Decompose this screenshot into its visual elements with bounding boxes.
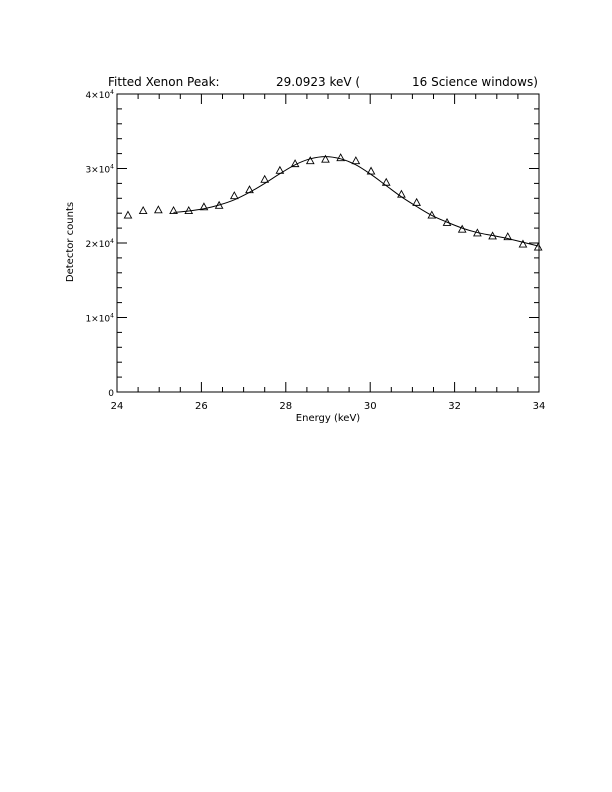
data-point	[305, 156, 315, 165]
axis-ticks	[116, 93, 540, 393]
data-points	[123, 153, 543, 251]
x-tick-labels: 24 26 28 30 32 34	[111, 401, 546, 412]
x-tick-label: 24	[111, 401, 124, 412]
data-point	[351, 156, 361, 165]
data-point	[260, 174, 270, 183]
x-tick-label: 26	[195, 401, 208, 412]
fit-line	[173, 156, 539, 247]
fit-curve	[173, 156, 539, 247]
data-point	[412, 197, 421, 206]
data-point	[442, 217, 452, 226]
data-point	[503, 232, 513, 241]
data-point	[153, 205, 163, 214]
chart-title: Fitted Xenon Peak: 29.0923 keV ( 16 Scie…	[108, 75, 538, 89]
data-point	[397, 189, 406, 198]
data-point	[123, 210, 133, 219]
x-tick-label: 30	[364, 401, 377, 412]
data-point	[336, 153, 346, 162]
y-tick-label: 0	[108, 389, 114, 399]
data-point	[290, 159, 300, 168]
chart-title-label: Fitted Xenon Peak:	[108, 75, 220, 89]
data-point	[533, 242, 543, 251]
y-tick-label: 1×104	[85, 313, 114, 325]
y-tick-label: 4×104	[85, 89, 114, 101]
y-tick-label: 3×104	[85, 164, 114, 176]
data-point	[199, 202, 209, 211]
y-tick-labels: 0 1×104 2×104 3×104 4×104	[85, 89, 114, 399]
chart-title-energy: 29.0923 keV (	[276, 75, 360, 89]
data-point	[229, 191, 239, 200]
data-point	[518, 239, 528, 248]
y-axis-label: Detector counts	[65, 202, 76, 282]
x-tick-label: 28	[279, 401, 292, 412]
x-axis-label: Energy (keV)	[296, 413, 361, 424]
y-tick-label: 2×104	[85, 238, 114, 250]
plot-frame	[116, 93, 540, 393]
x-tick-label: 32	[448, 401, 461, 412]
x-tick-label: 34	[533, 401, 546, 412]
data-point	[138, 206, 148, 215]
chart-title-windows: 16 Science windows)	[412, 75, 538, 89]
data-point	[321, 154, 330, 163]
data-point	[169, 206, 178, 215]
data-point	[245, 185, 254, 194]
